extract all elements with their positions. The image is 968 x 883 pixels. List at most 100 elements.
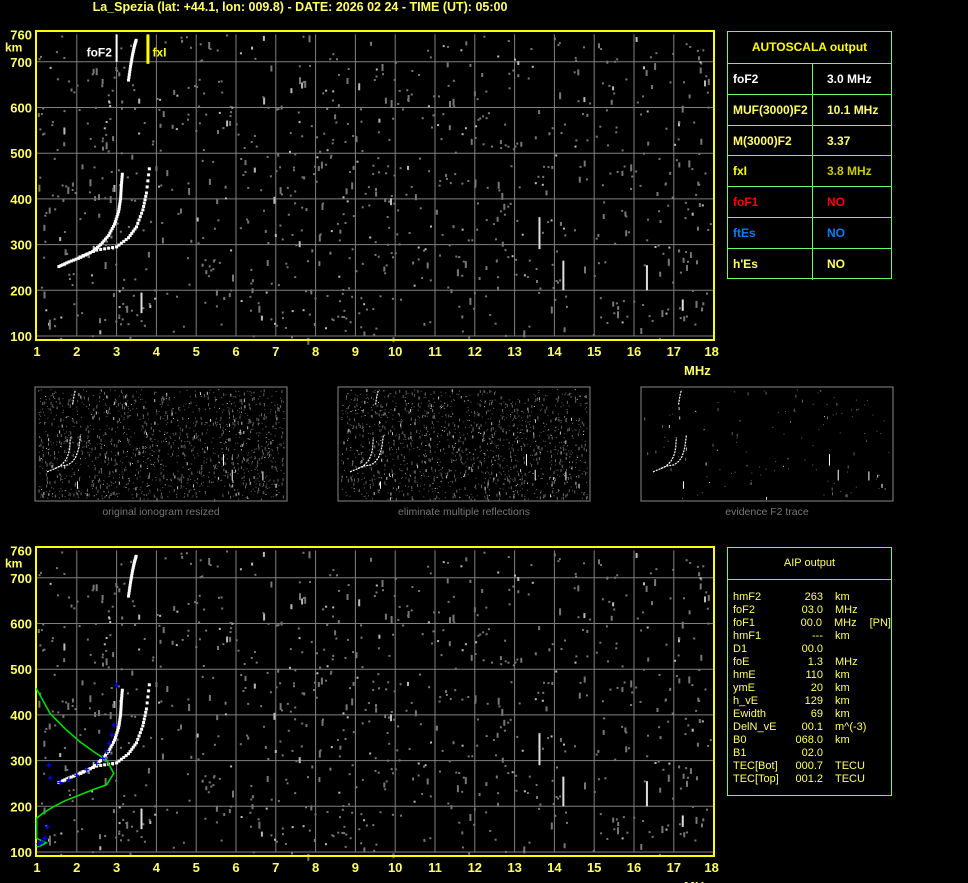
noise-dot [279, 187, 282, 195]
thumbnail-noise [551, 460, 553, 462]
thumbnail-noise [78, 487, 80, 489]
noise-dot [338, 73, 340, 76]
thumbnail-noise [400, 423, 402, 427]
thumbnail-noise [401, 477, 403, 479]
thumbnail-noise [127, 483, 129, 484]
thumbnail-noise [420, 485, 421, 487]
noise-dot [343, 316, 346, 319]
thumbnail-noise [501, 397, 503, 399]
thumbnail-noise [75, 482, 77, 486]
thumbnail-noise [549, 434, 551, 436]
thumbnail-noise [78, 393, 80, 397]
thumbnail-noise [393, 473, 395, 475]
thumbnail-noise [521, 475, 523, 477]
noise-dot [426, 262, 429, 269]
noise-dot [279, 224, 282, 227]
thumbnail-noise [221, 479, 223, 481]
noise-dot [40, 571, 42, 574]
o-trace-point [57, 265, 61, 269]
thumbnail-noise [62, 481, 64, 483]
noise-dot [607, 144, 609, 147]
noise-dot [410, 609, 413, 612]
thumbnail-noise [494, 392, 495, 395]
thumbnail-noise [226, 403, 228, 404]
noise-dot [112, 703, 115, 708]
noise-dot [504, 660, 507, 663]
noise-dot [363, 303, 366, 306]
thumbnail-noise [43, 401, 45, 405]
x-trace-point [143, 714, 147, 718]
noise-dot [197, 242, 200, 245]
thumbnail-noise [357, 481, 359, 483]
noise-dot [595, 753, 598, 756]
noise-dot [91, 281, 94, 284]
noise-dot [430, 225, 432, 228]
noise-dot [373, 79, 376, 81]
noise-dot [253, 683, 256, 689]
thumbnail-noise [363, 409, 365, 411]
thumbnail-noise [390, 453, 392, 455]
y-tick-label: 300 [10, 754, 32, 769]
noise-dot [109, 196, 112, 204]
y-tick-label: 200 [10, 799, 32, 814]
thumbnail-noise [477, 414, 478, 416]
thumbnail-noise [502, 412, 504, 414]
thumbnail-noise [584, 461, 586, 463]
thumbnail-noise [375, 413, 377, 415]
upper-trace-point [127, 78, 131, 82]
noise-dot [617, 311, 619, 319]
thumbnail-noise [567, 394, 569, 396]
thumbnail-noise [120, 422, 121, 423]
thumbnail-noise [572, 461, 574, 463]
thumbnail-noise [525, 438, 527, 440]
noise-dot [267, 758, 270, 761]
thumbnail-noise [58, 397, 60, 401]
noise-dot [89, 695, 92, 703]
thumbnail-noise [123, 417, 125, 419]
noise-dot [177, 212, 180, 215]
thumbnail-noise [192, 454, 194, 456]
thumbnail-noise [549, 461, 551, 463]
thumbnail-noise [127, 415, 129, 419]
noise-dot [601, 82, 604, 85]
x-trace-point [142, 717, 146, 721]
thumbnail-noise [519, 400, 521, 404]
noise-dot [91, 73, 94, 76]
thumbnail-noise [265, 485, 267, 489]
noise-dot [291, 233, 294, 236]
noise-dot [346, 638, 349, 641]
thumbnail-streak [525, 454, 527, 466]
echo-streak [645, 265, 648, 291]
thumbnail-noise [460, 472, 462, 474]
upper-trace-point [129, 60, 133, 64]
noise-dot [336, 58, 338, 61]
thumbnail-noise [508, 487, 510, 489]
o-trace-point [107, 233, 111, 237]
thumbnail-noise [380, 404, 382, 408]
thumbnail-noise [381, 458, 383, 462]
noise-dot [102, 146, 104, 151]
thumbnail-noise [467, 399, 469, 401]
noise-dot [134, 794, 137, 797]
thumbnail-noise [354, 406, 356, 408]
thumbnail-noise [152, 433, 154, 435]
noise-dot [351, 811, 354, 814]
thumbnail-noise [238, 408, 240, 409]
noise-dot [625, 78, 628, 81]
thumbnail-noise [565, 494, 567, 498]
thumbnail-noise [56, 406, 58, 410]
thumbnail-noise [178, 447, 179, 449]
thumbnail-noise [94, 447, 96, 450]
thumbnail-noise [225, 429, 226, 430]
thumbnail-noise [469, 415, 470, 416]
noise-dot [159, 665, 162, 668]
noise-dot [624, 727, 627, 733]
thumbnail-noise [383, 390, 385, 392]
thumbnail-noise [255, 456, 257, 458]
noise-dot [108, 616, 110, 619]
x-tick-label: 2 [73, 344, 80, 359]
thumbnail-noise [345, 410, 347, 412]
thumbnail-noise [560, 420, 562, 422]
noise-dot [405, 193, 408, 196]
thumbnail-noise [41, 461, 43, 463]
